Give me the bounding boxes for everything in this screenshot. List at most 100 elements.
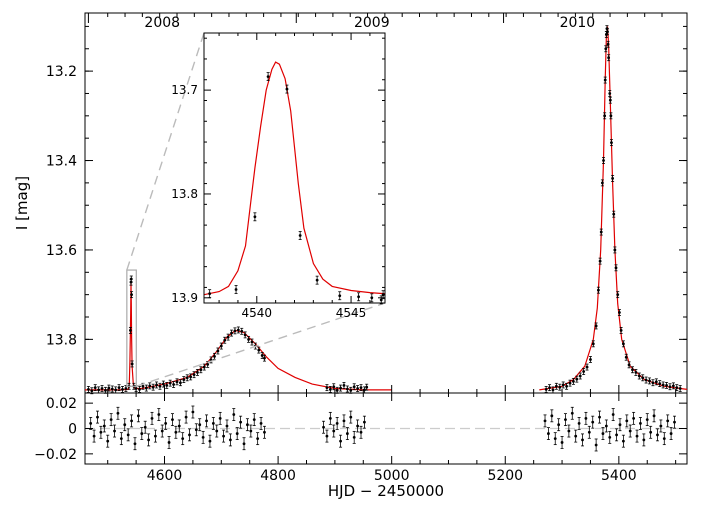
x-tick-label: 4600 (147, 468, 183, 484)
residual-point (205, 414, 209, 428)
main-observation-points (86, 25, 682, 395)
data-point (168, 379, 172, 387)
data-point (130, 291, 134, 299)
residual-point (235, 427, 239, 440)
residual-points (89, 405, 677, 452)
residual-point (577, 417, 581, 430)
data-point (668, 383, 672, 391)
data-point (339, 384, 343, 392)
data-point (665, 381, 669, 389)
data-point (603, 76, 607, 84)
residual-point (584, 411, 588, 425)
data-point (608, 90, 612, 97)
data-point (359, 384, 363, 392)
inset-panel: 13.7 13.8 13.9 4540 4545 (171, 32, 386, 320)
inset-data-point (315, 275, 319, 285)
inset-data-point (266, 72, 270, 82)
y-tick-label: 13.6 (46, 243, 77, 259)
residual-point (136, 409, 140, 423)
residual-point (352, 430, 356, 444)
data-point (599, 228, 603, 236)
residual-point (157, 408, 161, 421)
data-point (356, 385, 360, 392)
y-tick-label: 13.8 (46, 332, 77, 348)
residual-point (198, 418, 202, 432)
data-point (172, 381, 176, 388)
residual-point (140, 427, 144, 440)
residual-point (356, 419, 360, 433)
data-point (189, 373, 193, 381)
data-point (250, 338, 254, 346)
residual-point (659, 419, 663, 433)
residual-y-tick-label: −0.02 (34, 447, 77, 463)
data-point (233, 327, 237, 335)
data-point (230, 329, 234, 337)
residual-point (587, 425, 591, 439)
inset-data-point (234, 285, 238, 294)
residual-point (164, 417, 168, 430)
data-point (544, 386, 548, 393)
residual-point (232, 408, 236, 421)
inset-x-tick-label: 4540 (242, 306, 273, 320)
residual-point (649, 425, 653, 439)
data-point (93, 384, 97, 392)
data-point (654, 378, 658, 386)
inset-x-axis-ticks: 4540 4545 (218, 33, 371, 320)
data-point (614, 264, 618, 272)
data-point (192, 371, 196, 379)
data-point (243, 331, 247, 339)
inset-observation-points (208, 72, 385, 305)
inset-y-tick-label: 13.9 (171, 291, 198, 305)
residual-point (201, 430, 205, 444)
residual-point (332, 424, 336, 438)
residual-point (560, 436, 564, 449)
residual-point (349, 410, 353, 424)
residual-point (342, 414, 346, 428)
data-point (165, 381, 169, 389)
x-tick-label: 5000 (374, 468, 410, 484)
residual-point (543, 414, 547, 428)
residual-y-tick-label: 0.02 (46, 396, 77, 412)
residual-point (184, 410, 188, 424)
residual-point (167, 436, 171, 449)
inset-data-point (298, 231, 302, 240)
data-point (202, 363, 206, 371)
residual-point (608, 430, 612, 444)
residual-point (113, 424, 117, 438)
inset-data-point (370, 293, 374, 303)
x-tick-label: 4800 (260, 468, 296, 484)
data-point (568, 379, 572, 387)
residual-point (322, 420, 326, 434)
data-point (608, 96, 612, 104)
data-point (100, 385, 104, 392)
data-point (607, 54, 611, 62)
residual-point (208, 434, 212, 448)
residual-point (245, 418, 249, 432)
data-point (596, 286, 600, 294)
data-point (613, 246, 617, 254)
data-point (240, 327, 244, 335)
data-point (548, 384, 552, 392)
data-point (332, 383, 336, 391)
data-point (554, 382, 558, 390)
residual-point (625, 414, 629, 428)
residual-point (328, 411, 332, 425)
data-point (128, 327, 132, 334)
data-point (365, 383, 369, 391)
data-point (226, 333, 230, 341)
data-point (144, 384, 148, 392)
inset-y-axis-ticks: 13.7 13.8 13.9 (171, 37, 385, 305)
year-label: 2008 (144, 15, 180, 31)
data-point (185, 374, 189, 382)
residual-point (339, 434, 343, 448)
data-point (591, 340, 595, 348)
residual-point (225, 419, 229, 433)
x-axis-label: HJD − 2450000 (328, 482, 444, 500)
residual-point (194, 423, 198, 437)
residual-point (95, 410, 99, 424)
inset-y-tick-label: 13.7 (171, 83, 198, 97)
data-point (138, 386, 142, 393)
data-point (582, 368, 586, 375)
residual-point (638, 417, 642, 430)
data-point (624, 353, 628, 361)
